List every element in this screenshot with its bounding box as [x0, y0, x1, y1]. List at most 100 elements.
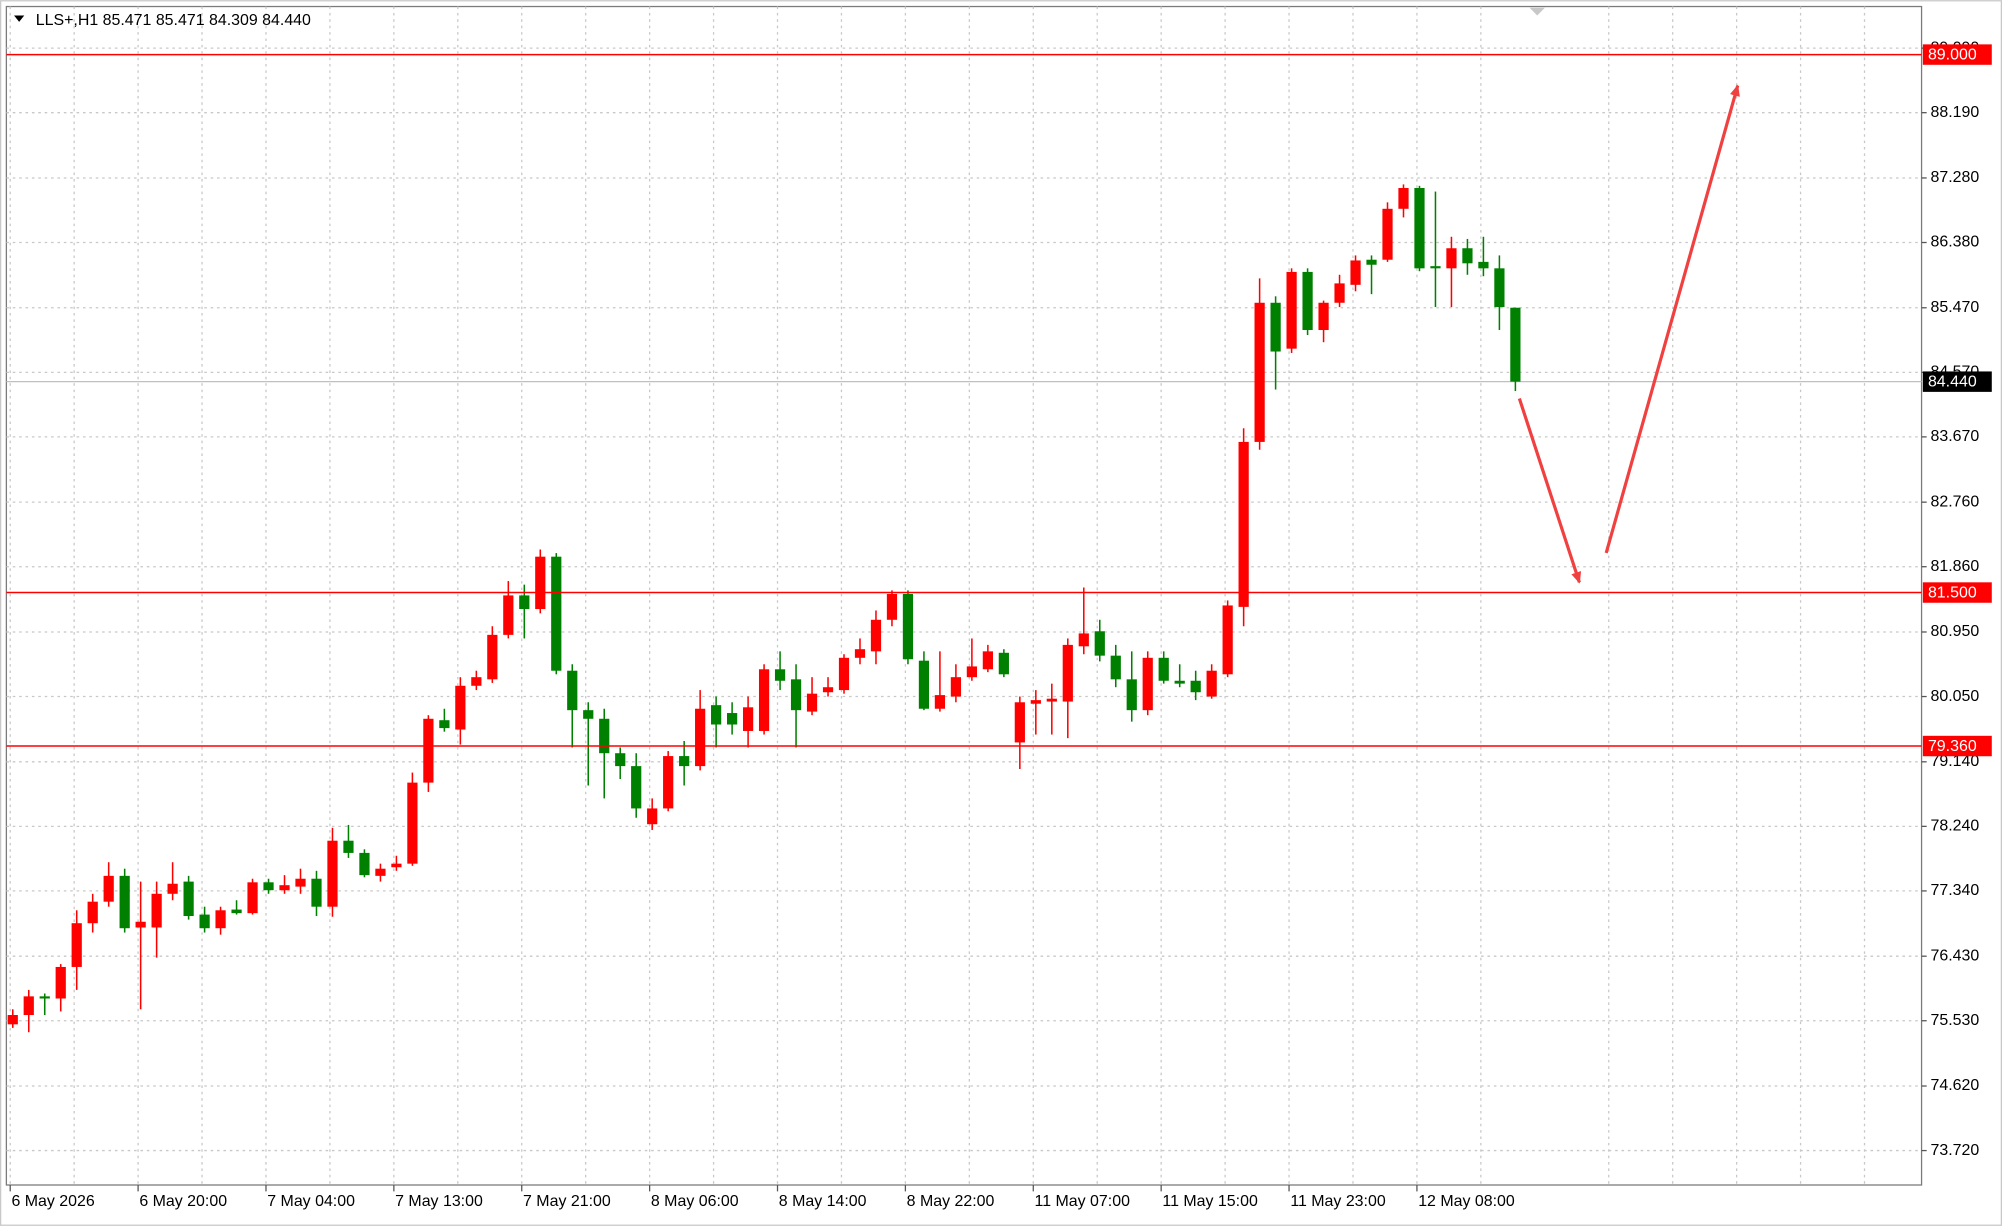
forecast-arrow-up	[1604, 84, 1740, 554]
x-tick-label: 7 May 13:00	[395, 1193, 483, 1210]
candle-body	[1014, 702, 1025, 743]
candle-body	[1030, 700, 1041, 704]
candle-body	[1494, 268, 1505, 308]
candle-body	[679, 756, 690, 767]
candle-body	[1238, 441, 1249, 607]
candle-body	[1286, 271, 1297, 349]
candle-body	[647, 808, 658, 825]
candle-body	[1302, 271, 1313, 331]
candle-body	[343, 840, 354, 853]
candle-body	[487, 634, 498, 680]
candle-body	[870, 619, 882, 652]
candle-body	[1222, 605, 1233, 675]
candle-body	[375, 868, 386, 876]
y-tick-label: 78.240	[1931, 818, 1980, 835]
y-tick-label: 80.950	[1931, 623, 1980, 640]
candles	[7, 184, 1521, 1033]
x-tick-label: 11 May 23:00	[1290, 1193, 1386, 1210]
candle-body	[886, 593, 898, 620]
candle-body	[1334, 283, 1345, 303]
menu-icon[interactable]	[14, 15, 25, 22]
candle-body	[1270, 302, 1281, 352]
shift-marker	[1529, 7, 1545, 16]
candle-body	[1158, 657, 1169, 681]
candle-body	[758, 669, 770, 731]
candle-body	[167, 883, 178, 894]
y-tick-label: 83.670	[1931, 428, 1980, 445]
candle-body	[711, 705, 722, 725]
y-tick-label: 74.620	[1931, 1077, 1980, 1094]
candle-body	[135, 921, 146, 928]
candle-body	[535, 556, 546, 610]
candle-body	[1190, 680, 1201, 693]
candle-body	[934, 695, 946, 709]
candle-body	[151, 893, 162, 928]
candle-body	[1142, 657, 1153, 711]
candle-body	[727, 713, 738, 725]
x-tick-label: 8 May 14:00	[779, 1193, 867, 1210]
candle-body	[503, 595, 514, 635]
candle-body	[1174, 680, 1185, 684]
y-tick-label: 80.050	[1931, 688, 1980, 705]
candle-body	[103, 875, 114, 902]
candle-body	[247, 882, 258, 914]
x-tick-label: 11 May 15:00	[1162, 1193, 1258, 1210]
candle-body	[998, 652, 1009, 675]
x-tick-label: 6 May 2026	[11, 1193, 94, 1210]
x-tick-label: 12 May 08:00	[1418, 1193, 1515, 1210]
level-label: 79.360	[1928, 738, 1977, 755]
candle-body	[806, 693, 818, 712]
candle-body	[1206, 670, 1217, 697]
candle-body	[1382, 208, 1393, 260]
y-tick-label: 87.280	[1931, 169, 1980, 186]
candle-body	[695, 708, 706, 767]
candle-body	[295, 878, 306, 887]
candle-body	[423, 718, 434, 783]
level-label: 89.000	[1928, 46, 1977, 63]
x-tick-label: 8 May 06:00	[651, 1193, 739, 1210]
candle-body	[407, 782, 418, 864]
candle-body	[774, 669, 786, 681]
candle-body	[519, 595, 530, 610]
x-tick-label: 8 May 22:00	[907, 1193, 995, 1210]
candle-body	[279, 885, 290, 891]
candle-body	[982, 651, 993, 670]
candle-body	[1366, 259, 1377, 265]
candle-body	[471, 677, 482, 686]
candle-body	[391, 863, 402, 868]
candle-body	[183, 881, 194, 917]
candle-body	[1254, 302, 1265, 442]
candle-body	[55, 966, 66, 999]
candle-body	[742, 707, 754, 731]
level-label: 81.500	[1928, 584, 1977, 601]
candle-body	[854, 649, 866, 658]
y-tick-label: 81.860	[1931, 558, 1980, 575]
candle-body	[567, 670, 578, 711]
candle-body	[663, 756, 674, 809]
candle-body	[950, 677, 962, 697]
y-tick-label: 86.380	[1931, 234, 1980, 251]
chart-title: LLS+,H1 85.471 85.471 84.309 84.440	[36, 12, 311, 29]
y-tick-label: 73.720	[1931, 1142, 1980, 1159]
candle-body	[551, 556, 562, 671]
candle-body	[455, 685, 466, 730]
plot-area	[5, 5, 1923, 1186]
y-tick-label: 82.760	[1931, 493, 1980, 510]
x-tick-label: 7 May 04:00	[267, 1193, 355, 1210]
candle-body	[359, 852, 370, 876]
candle-body	[1414, 187, 1425, 269]
forecast-arrow-down	[1517, 398, 1582, 584]
candle-body	[790, 679, 802, 711]
candle-body	[327, 840, 338, 907]
candle-body	[918, 660, 930, 709]
candle-body	[615, 753, 626, 767]
candle-body	[1398, 187, 1409, 209]
y-tick-label: 75.530	[1931, 1012, 1980, 1029]
candle-body	[263, 882, 274, 891]
level-label-box	[1922, 735, 1992, 757]
candle-body	[583, 710, 594, 719]
y-tick-label: 77.340	[1931, 882, 1980, 899]
candle-body	[23, 996, 34, 1016]
candle-body	[215, 910, 226, 929]
